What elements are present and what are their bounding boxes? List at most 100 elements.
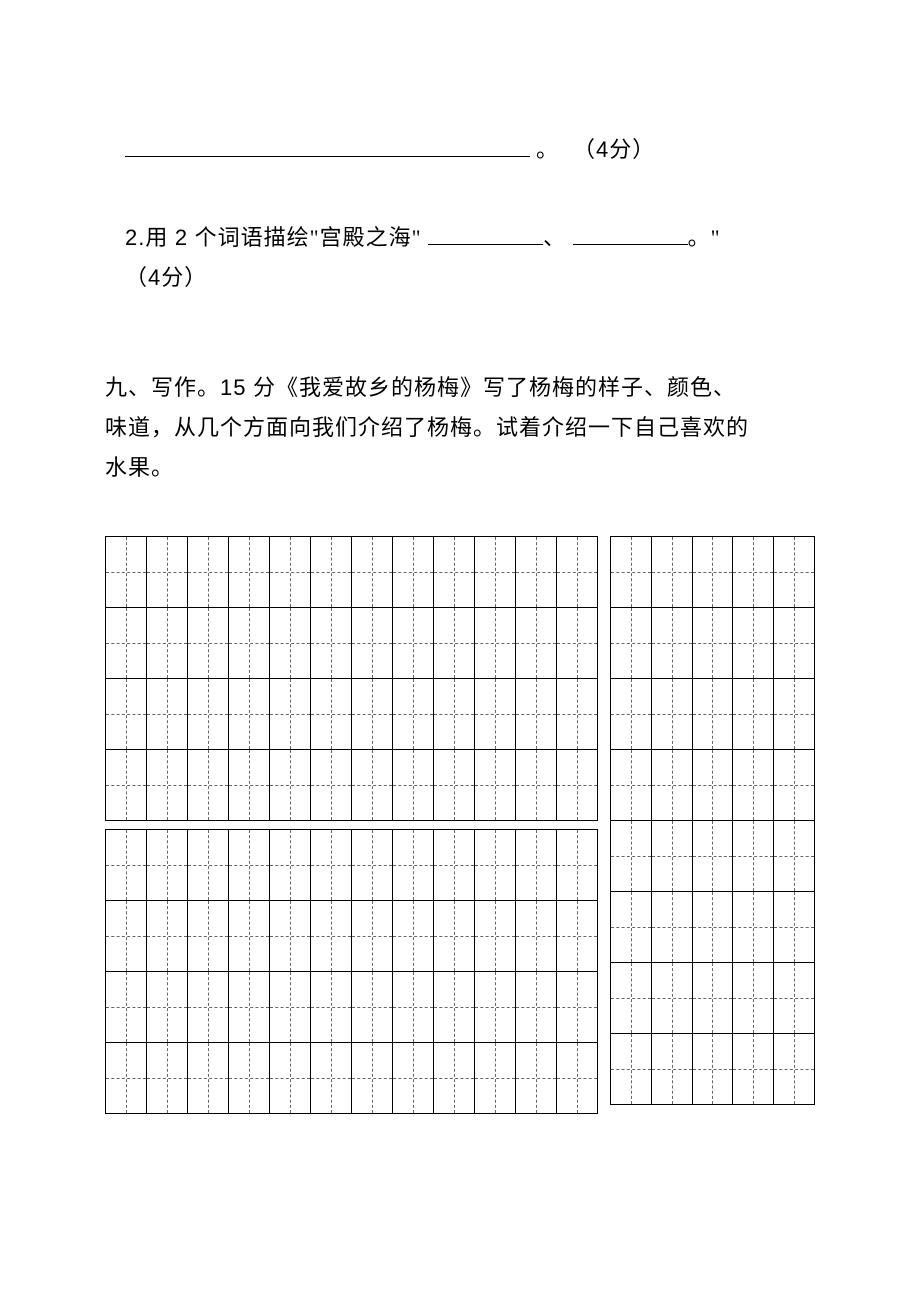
writing-cell[interactable] — [692, 679, 733, 750]
writing-cell[interactable] — [692, 537, 733, 608]
writing-cell[interactable] — [311, 972, 352, 1043]
writing-cell[interactable] — [188, 901, 229, 972]
writing-cell[interactable] — [106, 679, 147, 750]
writing-cell[interactable] — [393, 750, 434, 821]
writing-cell[interactable] — [733, 963, 774, 1034]
writing-cell[interactable] — [611, 750, 652, 821]
writing-cell[interactable] — [611, 679, 652, 750]
writing-cell[interactable] — [229, 750, 270, 821]
writing-cell[interactable] — [229, 972, 270, 1043]
writing-cell[interactable] — [774, 821, 815, 892]
writing-cell[interactable] — [352, 750, 393, 821]
writing-cell[interactable] — [475, 901, 516, 972]
writing-cell[interactable] — [106, 1043, 147, 1114]
writing-cell[interactable] — [733, 750, 774, 821]
writing-cell[interactable] — [557, 901, 598, 972]
writing-cell[interactable] — [434, 901, 475, 972]
writing-cell[interactable] — [516, 901, 557, 972]
writing-cell[interactable] — [516, 1043, 557, 1114]
writing-cell[interactable] — [516, 750, 557, 821]
writing-cell[interactable] — [651, 821, 692, 892]
writing-cell[interactable] — [651, 1034, 692, 1105]
writing-cell[interactable] — [557, 972, 598, 1043]
writing-cell[interactable] — [147, 537, 188, 608]
writing-cell[interactable] — [188, 608, 229, 679]
writing-cell[interactable] — [106, 750, 147, 821]
writing-cell[interactable] — [475, 679, 516, 750]
writing-cell[interactable] — [516, 972, 557, 1043]
writing-cell[interactable] — [434, 608, 475, 679]
writing-cell[interactable] — [557, 679, 598, 750]
writing-cell[interactable] — [393, 972, 434, 1043]
writing-cell[interactable] — [557, 830, 598, 901]
writing-cell[interactable] — [434, 679, 475, 750]
writing-cell[interactable] — [352, 679, 393, 750]
writing-cell[interactable] — [106, 901, 147, 972]
writing-cell[interactable] — [475, 608, 516, 679]
writing-cell[interactable] — [434, 830, 475, 901]
writing-cell[interactable] — [611, 608, 652, 679]
writing-cell[interactable] — [188, 972, 229, 1043]
writing-cell[interactable] — [147, 830, 188, 901]
writing-cell[interactable] — [651, 892, 692, 963]
writing-cell[interactable] — [188, 830, 229, 901]
writing-cell[interactable] — [651, 608, 692, 679]
writing-cell[interactable] — [475, 537, 516, 608]
writing-cell[interactable] — [311, 1043, 352, 1114]
writing-cell[interactable] — [106, 537, 147, 608]
writing-cell[interactable] — [270, 901, 311, 972]
writing-cell[interactable] — [651, 750, 692, 821]
writing-cell[interactable] — [393, 901, 434, 972]
writing-cell[interactable] — [352, 972, 393, 1043]
writing-cell[interactable] — [229, 901, 270, 972]
writing-cell[interactable] — [692, 750, 733, 821]
writing-cell[interactable] — [147, 750, 188, 821]
writing-cell[interactable] — [774, 750, 815, 821]
writing-grid-left-top[interactable] — [105, 536, 598, 821]
writing-grid-right[interactable] — [610, 536, 815, 1105]
writing-cell[interactable] — [229, 830, 270, 901]
writing-cell[interactable] — [651, 679, 692, 750]
writing-cell[interactable] — [733, 608, 774, 679]
writing-cell[interactable] — [557, 750, 598, 821]
writing-cell[interactable] — [393, 679, 434, 750]
writing-cell[interactable] — [352, 608, 393, 679]
writing-cell[interactable] — [774, 679, 815, 750]
fill-blank-1[interactable] — [428, 221, 543, 245]
writing-cell[interactable] — [311, 679, 352, 750]
writing-cell[interactable] — [270, 679, 311, 750]
writing-cell[interactable] — [393, 830, 434, 901]
writing-cell[interactable] — [557, 608, 598, 679]
writing-cell[interactable] — [557, 1043, 598, 1114]
writing-cell[interactable] — [188, 1043, 229, 1114]
writing-cell[interactable] — [774, 608, 815, 679]
writing-cell[interactable] — [352, 901, 393, 972]
writing-cell[interactable] — [516, 679, 557, 750]
writing-cell[interactable] — [611, 821, 652, 892]
writing-cell[interactable] — [651, 963, 692, 1034]
writing-cell[interactable] — [733, 1034, 774, 1105]
writing-cell[interactable] — [311, 901, 352, 972]
writing-cell[interactable] — [611, 1034, 652, 1105]
writing-cell[interactable] — [352, 537, 393, 608]
writing-cell[interactable] — [692, 821, 733, 892]
writing-cell[interactable] — [311, 608, 352, 679]
fill-blank-2[interactable] — [573, 221, 688, 245]
writing-cell[interactable] — [106, 830, 147, 901]
writing-cell[interactable] — [393, 608, 434, 679]
writing-cell[interactable] — [188, 679, 229, 750]
writing-cell[interactable] — [475, 1043, 516, 1114]
writing-cell[interactable] — [733, 679, 774, 750]
writing-cell[interactable] — [774, 537, 815, 608]
writing-cell[interactable] — [516, 830, 557, 901]
writing-cell[interactable] — [147, 901, 188, 972]
writing-cell[interactable] — [611, 963, 652, 1034]
writing-cell[interactable] — [434, 972, 475, 1043]
writing-grid-left-bottom[interactable] — [105, 829, 598, 1114]
writing-cell[interactable] — [611, 537, 652, 608]
writing-cell[interactable] — [311, 750, 352, 821]
writing-cell[interactable] — [270, 972, 311, 1043]
writing-cell[interactable] — [475, 830, 516, 901]
writing-cell[interactable] — [270, 608, 311, 679]
writing-cell[interactable] — [311, 830, 352, 901]
